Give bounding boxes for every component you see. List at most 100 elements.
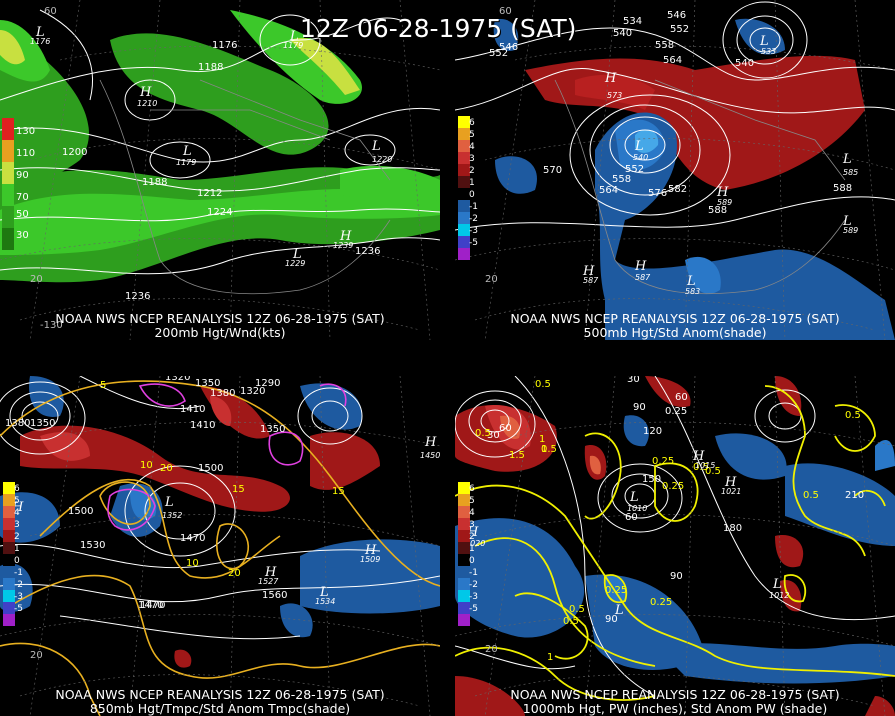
svg-text:30: 30 bbox=[487, 430, 500, 441]
legend-500mb bbox=[458, 116, 470, 260]
svg-text:H: H bbox=[264, 565, 277, 580]
svg-text:1410: 1410 bbox=[190, 420, 215, 431]
svg-text:534: 534 bbox=[623, 16, 642, 27]
svg-text:1530: 1530 bbox=[80, 540, 105, 551]
svg-text:552: 552 bbox=[489, 48, 508, 59]
svg-text:1021: 1021 bbox=[721, 487, 741, 496]
svg-text:540: 540 bbox=[613, 28, 632, 39]
svg-text:1527: 1527 bbox=[258, 577, 279, 586]
legend-label: 6 bbox=[469, 118, 475, 128]
svg-text:1320: 1320 bbox=[165, 376, 190, 383]
svg-text:582: 582 bbox=[668, 184, 687, 195]
svg-text:1: 1 bbox=[547, 652, 553, 663]
svg-text:5: 5 bbox=[100, 380, 106, 391]
svg-text:1500: 1500 bbox=[68, 506, 93, 517]
svg-text:H: H bbox=[716, 185, 729, 200]
panel-500mb: L 540 L 533 H 573 H 589 L 585 L 589 H 587 H 587 … bbox=[455, 0, 895, 340]
svg-text:1500: 1500 bbox=[198, 463, 223, 474]
svg-text:60: 60 bbox=[44, 6, 57, 17]
legend-label: 50 bbox=[16, 209, 29, 220]
legend-label: 2 bbox=[469, 166, 475, 176]
svg-text:1450: 1450 bbox=[420, 451, 440, 460]
legend-label: 4 bbox=[14, 508, 20, 518]
svg-text:1350: 1350 bbox=[30, 418, 55, 429]
legend-label: 6 bbox=[14, 484, 20, 494]
svg-text:587: 587 bbox=[635, 273, 651, 282]
svg-text:30: 30 bbox=[627, 376, 640, 385]
svg-text:0.5: 0.5 bbox=[475, 428, 491, 439]
legend-label: 3 bbox=[469, 154, 475, 164]
legend-label: 130 bbox=[16, 126, 36, 137]
svg-text:1188: 1188 bbox=[142, 177, 167, 188]
svg-text:1220: 1220 bbox=[372, 155, 392, 164]
svg-text:90: 90 bbox=[670, 571, 683, 582]
svg-text:L: L bbox=[629, 490, 639, 505]
svg-text:1176: 1176 bbox=[212, 40, 237, 51]
svg-text:20: 20 bbox=[485, 274, 498, 285]
svg-text:0.25: 0.25 bbox=[662, 481, 684, 492]
svg-text:0.5: 0.5 bbox=[845, 410, 861, 421]
svg-text:10: 10 bbox=[186, 558, 199, 569]
svg-text:564: 564 bbox=[599, 185, 618, 196]
svg-text:1020: 1020 bbox=[465, 539, 485, 548]
legend-1000mb bbox=[458, 482, 470, 626]
svg-text:1350: 1350 bbox=[195, 378, 220, 389]
svg-text:564: 564 bbox=[663, 55, 682, 66]
svg-text:H: H bbox=[582, 264, 595, 279]
svg-text:L: L bbox=[772, 577, 782, 592]
svg-text:-130: -130 bbox=[40, 320, 63, 331]
svg-text:552: 552 bbox=[625, 164, 644, 175]
svg-text:60: 60 bbox=[675, 392, 688, 403]
legend-label: -1 bbox=[469, 202, 478, 212]
svg-text:1236: 1236 bbox=[355, 246, 380, 257]
svg-text:L: L bbox=[634, 139, 644, 154]
svg-text:1290: 1290 bbox=[255, 378, 280, 389]
svg-text:573: 573 bbox=[607, 91, 622, 100]
legend-label: 4 bbox=[469, 142, 475, 152]
svg-text:0.25: 0.25 bbox=[665, 406, 687, 417]
legend-label: -5 bbox=[14, 604, 23, 614]
svg-text:552: 552 bbox=[670, 24, 689, 35]
legend-label: 2 bbox=[469, 532, 475, 542]
legend-label: 3 bbox=[14, 520, 20, 530]
svg-text:1560: 1560 bbox=[262, 590, 287, 601]
legend-label: -3 bbox=[469, 226, 478, 236]
svg-text:L: L bbox=[289, 29, 299, 44]
svg-text:583: 583 bbox=[685, 287, 700, 296]
svg-text:1380: 1380 bbox=[5, 418, 30, 429]
panel-caption-line2: 200mb Hgt/Wnd(kts) bbox=[154, 325, 286, 340]
legend-label: 0 bbox=[469, 556, 475, 566]
svg-text:H: H bbox=[364, 543, 377, 558]
svg-text:1212: 1212 bbox=[197, 188, 222, 199]
svg-text:10: 10 bbox=[140, 460, 153, 471]
svg-text:20: 20 bbox=[30, 274, 43, 285]
svg-text:0.5: 0.5 bbox=[541, 444, 557, 455]
legend-label: -1 bbox=[14, 568, 23, 578]
svg-text:0.25: 0.25 bbox=[650, 597, 672, 608]
legend-label: 30 bbox=[16, 230, 29, 241]
svg-text:533: 533 bbox=[761, 47, 776, 56]
legend-label: -3 bbox=[14, 592, 23, 602]
svg-text:20: 20 bbox=[228, 568, 241, 579]
svg-text:L: L bbox=[371, 139, 381, 154]
svg-text:1179: 1179 bbox=[283, 41, 303, 50]
legend-label: 6 bbox=[469, 484, 475, 494]
svg-text:0.25: 0.25 bbox=[605, 585, 627, 596]
svg-text:H: H bbox=[634, 259, 647, 274]
svg-text:H: H bbox=[604, 71, 617, 86]
panel-850mb: 1320 1350 1380 1290 1410 1320 1410 1350 1500… bbox=[0, 376, 440, 716]
svg-text:120: 120 bbox=[643, 426, 662, 437]
svg-text:L: L bbox=[182, 144, 192, 159]
svg-text:60: 60 bbox=[499, 423, 512, 434]
legend-label: 90 bbox=[16, 170, 29, 181]
svg-text:589: 589 bbox=[843, 226, 858, 235]
svg-text:1179: 1179 bbox=[176, 158, 196, 167]
svg-text:0.5: 0.5 bbox=[535, 379, 551, 390]
legend-label: 0 bbox=[14, 556, 20, 566]
svg-text:1470: 1470 bbox=[180, 533, 205, 544]
svg-text:5: 5 bbox=[100, 376, 106, 379]
svg-text:L: L bbox=[319, 585, 329, 600]
legend-label: 5 bbox=[469, 496, 475, 506]
